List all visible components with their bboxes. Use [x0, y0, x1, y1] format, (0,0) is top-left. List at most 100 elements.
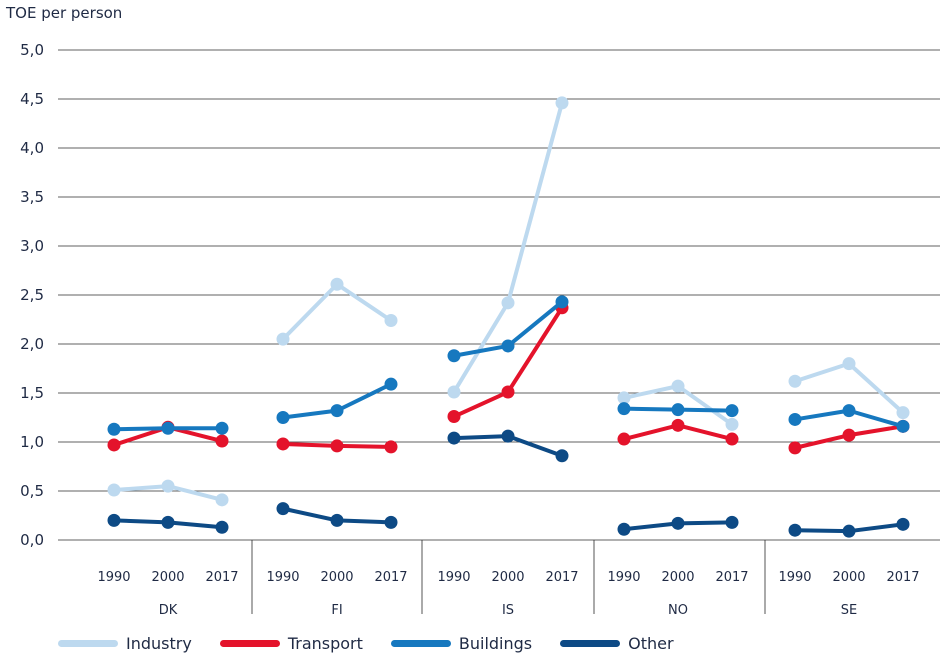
y-tick-label: 0,5 [20, 482, 44, 500]
x-tick-label: 2017 [715, 570, 748, 585]
x-tick-label: 2000 [491, 570, 524, 585]
data-point [447, 349, 461, 363]
x-tick-label: 2017 [886, 570, 919, 585]
y-tick-label: 1,0 [20, 433, 44, 451]
data-point [330, 439, 344, 453]
data-point [788, 412, 802, 426]
data-point [617, 402, 631, 416]
data-point [842, 357, 856, 371]
data-point [161, 479, 175, 493]
y-tick-label: 4,5 [20, 90, 44, 108]
legend-swatch [560, 640, 621, 647]
x-tick-label: 1990 [97, 570, 130, 585]
group-label: DK [159, 603, 178, 618]
x-tick-label: 1990 [266, 570, 299, 585]
data-point [276, 437, 290, 451]
y-tick-label: 4,0 [20, 139, 44, 157]
data-point [215, 493, 229, 507]
x-tick-label: 2000 [320, 570, 353, 585]
data-point [384, 313, 398, 327]
data-point [842, 404, 856, 418]
data-point [107, 422, 121, 436]
data-point [501, 429, 515, 443]
y-tick-label: 1,5 [20, 384, 44, 402]
legend-label: Industry [126, 634, 192, 653]
x-tick-label: 1990 [607, 570, 640, 585]
legend-swatch [219, 640, 280, 647]
data-point [501, 385, 515, 399]
x-tick-label: 2017 [374, 570, 407, 585]
data-point [276, 332, 290, 346]
x-tick-label: 2017 [205, 570, 238, 585]
group-label: NO [668, 603, 688, 618]
data-point [896, 419, 910, 433]
data-point [617, 391, 631, 405]
legend-item: Other [560, 634, 674, 653]
data-point [725, 404, 739, 418]
data-point [788, 441, 802, 455]
y-tick-label: 3,0 [20, 237, 44, 255]
y-tick-label: 3,5 [20, 188, 44, 206]
data-point [384, 377, 398, 391]
data-point [617, 432, 631, 446]
data-point [447, 410, 461, 424]
legend-item: Transport [219, 634, 363, 653]
data-point [215, 520, 229, 534]
data-point [671, 418, 685, 432]
y-tick-label: 2,0 [20, 335, 44, 353]
data-point [330, 513, 344, 527]
data-point [896, 517, 910, 531]
legend-item: Buildings [390, 634, 533, 653]
x-tick-label: 2000 [832, 570, 865, 585]
x-tick-label: 2000 [661, 570, 694, 585]
data-point [671, 379, 685, 393]
legend-swatch [390, 640, 451, 647]
y-axis-label: TOE per person [6, 4, 123, 22]
data-point [107, 483, 121, 497]
legend-swatch [58, 640, 118, 647]
data-point [330, 404, 344, 418]
x-tick-label: 2017 [545, 570, 578, 585]
data-point [447, 385, 461, 399]
y-tick-label: 0,0 [20, 531, 44, 549]
y-tick-label: 2,5 [20, 286, 44, 304]
data-point [671, 516, 685, 530]
data-point [276, 411, 290, 424]
data-point [555, 96, 569, 110]
data-point [725, 432, 739, 446]
y-tick-label: 5,0 [20, 41, 44, 59]
legend-label: Transport [287, 634, 363, 653]
data-point [330, 277, 344, 291]
data-point [107, 438, 121, 452]
group-label: IS [502, 603, 514, 618]
data-point [215, 434, 229, 448]
x-tick-label: 1990 [778, 570, 811, 585]
data-point [161, 421, 175, 435]
data-point [725, 417, 739, 431]
data-point [107, 513, 121, 527]
group-label: SE [841, 603, 857, 618]
data-point [617, 522, 631, 536]
data-point [276, 502, 290, 516]
data-point [788, 523, 802, 537]
data-point [671, 403, 685, 417]
data-point [501, 296, 515, 310]
data-point [725, 515, 739, 529]
data-point [161, 515, 175, 529]
x-tick-label: 1990 [437, 570, 470, 585]
legend-label: Buildings [458, 634, 533, 653]
data-point [788, 374, 802, 388]
legend: Industry Transport Buildings Other [58, 634, 674, 653]
data-point [384, 440, 398, 454]
data-point [842, 524, 856, 538]
series-line [281, 282, 393, 342]
data-point [447, 431, 461, 445]
x-tick-label: 2000 [151, 570, 184, 585]
data-point [384, 515, 398, 529]
group-label: FI [331, 603, 342, 618]
data-point [896, 406, 910, 420]
data-point [555, 295, 569, 309]
data-point [555, 449, 569, 463]
